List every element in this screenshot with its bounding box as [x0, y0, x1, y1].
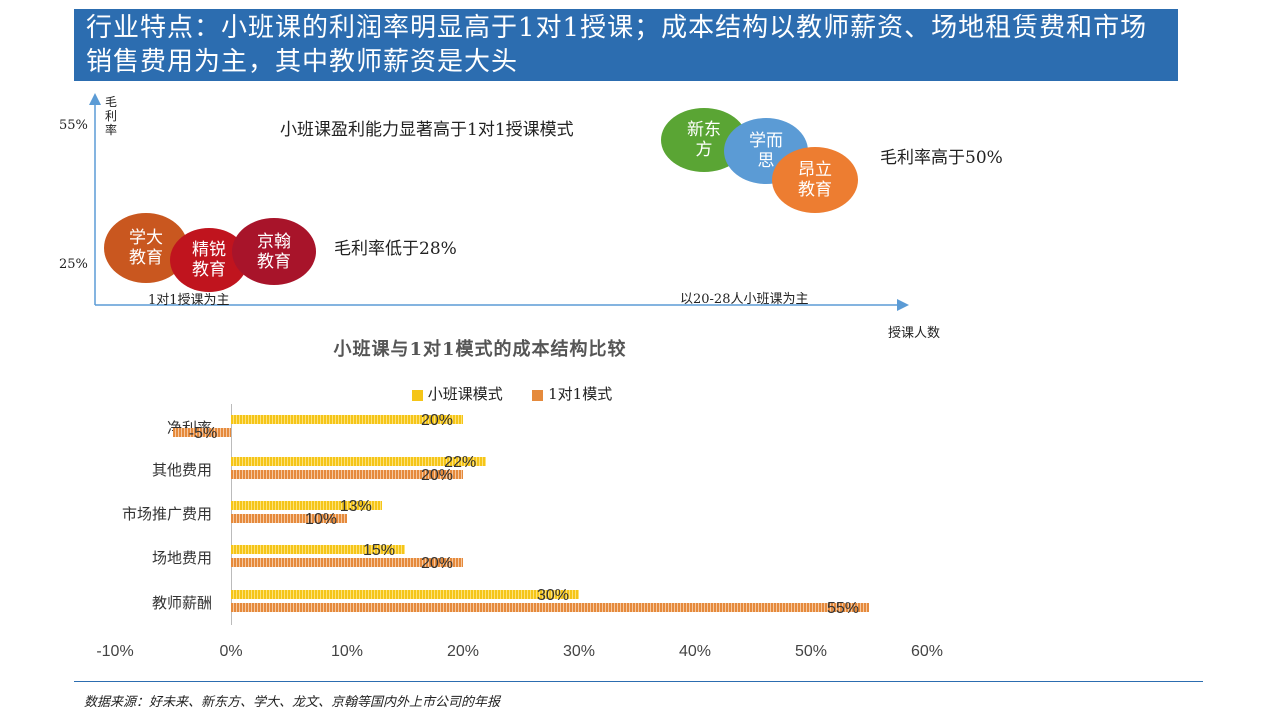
x-tick-label: 0% [219, 643, 243, 660]
legend: 小班课模式 1对1模式 [412, 383, 612, 404]
x-label-right: 以20-28人小班课为主 [680, 292, 809, 307]
y-tick-25: 25% [59, 257, 88, 272]
x-tick-label: 30% [562, 643, 596, 660]
footer-divider [74, 681, 1203, 682]
bar-small-class [231, 457, 487, 466]
legend-label-one-on-one: 1对1模式 [548, 385, 613, 403]
x-tick-label: 60% [910, 643, 944, 660]
x-tick-label: 40% [678, 643, 712, 660]
data-label: 22% [444, 454, 477, 471]
x-tick-label: 20% [446, 643, 480, 660]
bar-one-on-one [231, 558, 463, 567]
source-note: 数据来源：好未来、新东方、学大、龙文、京翰等国内外上市公司的年报 [84, 695, 501, 710]
category-label: 教师薪酬 [151, 594, 212, 612]
bar-small-class [231, 415, 463, 424]
annotation-top: 小班课盈利能力显著高于1对1授课模式 [280, 120, 574, 140]
x-tick-label: 50% [794, 643, 828, 660]
category-label: 市场推广费用 [121, 505, 212, 523]
x-axis-label: 授课人数 [888, 326, 941, 341]
bar-one-on-one [173, 428, 231, 437]
data-label: 13% [339, 498, 372, 515]
bar-chart-title: 小班课与1对1模式的成本结构比较 [333, 339, 627, 360]
legend-label-small-class: 小班课模式 [427, 385, 503, 403]
x-tick-label: 10% [330, 643, 364, 660]
legend-swatch-small-class [412, 389, 423, 401]
data-label: 15% [362, 542, 396, 559]
data-label: 20% [420, 555, 454, 572]
y-tick-55: 55% [59, 118, 88, 133]
data-label: -5% [188, 425, 218, 442]
annotation-low-margin: 毛利率低于28% [334, 239, 457, 259]
category-label: 场地费用 [151, 549, 212, 567]
bar-one-on-one [231, 470, 463, 479]
data-label: 10% [304, 511, 338, 528]
x-tick-label: -10% [96, 643, 134, 660]
data-label: 20% [420, 467, 454, 484]
category-label: 其他费用 [151, 461, 212, 479]
data-label: 30% [536, 587, 570, 604]
bar-small-class [231, 545, 405, 554]
x-label-left: 1对1授课为主 [148, 293, 230, 308]
annotation-high-margin: 毛利率高于50% [880, 148, 1003, 168]
bar-small-class [231, 590, 579, 599]
bar-one-on-one [231, 514, 347, 523]
bubble-jinghan: 京翰 教育 [232, 218, 316, 285]
data-label: 55% [826, 600, 860, 617]
bar-one-on-one [231, 603, 869, 612]
bubble-axes [89, 93, 909, 311]
data-label: 20% [420, 412, 454, 429]
bar-small-class [231, 501, 382, 510]
legend-swatch-one-on-one [532, 389, 544, 401]
bubble-angli: 昂立 教育 [772, 147, 858, 213]
y-axis-label: 毛利率 [105, 95, 118, 137]
slide-title: 行业特点：小班课的利润率明显高于1对1授课；成本结构以教师薪资、场地租赁费和市场… [74, 9, 1178, 81]
